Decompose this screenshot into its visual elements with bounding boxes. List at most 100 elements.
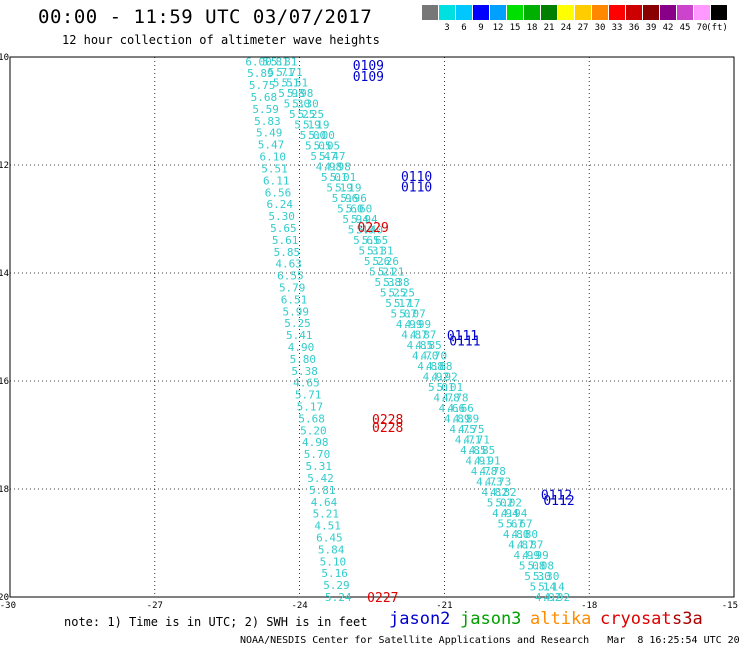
swh-value-left: 5.79 bbox=[279, 281, 306, 294]
lat-tick-label: -14 bbox=[0, 269, 9, 279]
swh-value-right: 4.75 bbox=[458, 423, 485, 436]
swh-value-right: 4.92 bbox=[535, 591, 562, 604]
swh-value-right: 5.96 bbox=[340, 192, 367, 205]
swh-value-left: 5.47 bbox=[258, 139, 285, 152]
swh-value-right: 5.01 bbox=[321, 171, 348, 184]
swh-value-right: 4.91 bbox=[465, 454, 492, 467]
swh-value-right: 4.82 bbox=[490, 486, 517, 499]
swh-value-right: 5.81 bbox=[271, 55, 298, 68]
swh-value-right: 5.26 bbox=[373, 255, 400, 268]
swh-value-right: 4.71 bbox=[463, 433, 490, 446]
swh-value-right: 4.66 bbox=[447, 402, 474, 415]
swh-value-right: 4.91 bbox=[474, 454, 501, 467]
scale-swatch bbox=[660, 5, 676, 20]
pass-label: 0109 bbox=[353, 70, 384, 85]
swh-value-left: 5.49 bbox=[256, 127, 283, 140]
swh-value-right: 5.19 bbox=[335, 181, 362, 194]
swh-value-right: 4.85 bbox=[407, 339, 434, 352]
lon-tick-label: -30 bbox=[0, 601, 16, 611]
swh-value-left: 4.65 bbox=[293, 377, 320, 390]
swh-value-right: 4.78 bbox=[479, 465, 506, 478]
swh-value-left: 5.83 bbox=[254, 115, 281, 128]
swh-value-right: 5.08 bbox=[519, 559, 546, 572]
swh-value-left: 5.70 bbox=[304, 448, 331, 461]
swh-value-right: 5.02 bbox=[487, 496, 514, 509]
swh-value-right: 4.87 bbox=[401, 328, 428, 341]
scale-label: 39 bbox=[645, 23, 657, 33]
scale-swatch bbox=[592, 5, 608, 20]
scale-label: 36 bbox=[628, 23, 640, 33]
swh-value-left: 6.56 bbox=[265, 186, 292, 199]
scale-label: 70 bbox=[696, 23, 708, 33]
swh-value-right: 4.94 bbox=[492, 507, 519, 520]
swh-value-right: 4.71 bbox=[455, 433, 482, 446]
lon-tick-label: -18 bbox=[581, 601, 597, 611]
legend-cryosat: cryosat bbox=[600, 609, 672, 629]
scale-swatch bbox=[609, 5, 625, 20]
scale-label: 3 bbox=[444, 23, 450, 33]
lat-tick-label: -10 bbox=[0, 53, 9, 63]
pass-label: 0227 bbox=[367, 591, 398, 606]
swh-value-right: 4.80 bbox=[503, 528, 530, 541]
swh-value-right: 5.65 bbox=[353, 234, 380, 247]
swh-value-right: 4.89 bbox=[444, 412, 471, 425]
swh-value-right: 5.65 bbox=[362, 234, 389, 247]
swh-value-left: 5.10 bbox=[320, 555, 347, 568]
swh-value-right: 4.99 bbox=[405, 318, 432, 331]
swh-value-left: 5.41 bbox=[286, 329, 313, 342]
pass-label: 0228 bbox=[372, 421, 403, 436]
swh-value-right: 5.08 bbox=[528, 559, 555, 572]
swh-value-left: 5.68 bbox=[251, 91, 278, 104]
scale-label: 42 bbox=[662, 23, 674, 33]
swh-value-right: 4.82 bbox=[481, 486, 508, 499]
scale-label: 15 bbox=[509, 23, 521, 33]
swh-value-right: 5.02 bbox=[495, 496, 522, 509]
swh-value-left: 5.29 bbox=[323, 579, 350, 592]
swh-value-right: 4.78 bbox=[442, 391, 469, 404]
pass-label: 0110 bbox=[401, 170, 432, 185]
swh-value-right: 5.05 bbox=[305, 139, 332, 152]
pass-label: 0112 bbox=[541, 488, 572, 503]
swh-value-right: 4.99 bbox=[522, 549, 549, 562]
map-title: 00:00 - 11:59 UTC 03/07/2017 bbox=[38, 6, 373, 28]
pass-label: 0228 bbox=[372, 413, 403, 428]
swh-value-right: 5.25 bbox=[298, 108, 325, 121]
swh-value-right: 4.87 bbox=[517, 538, 544, 551]
footer-credit: NOAA/NESDIS Center for Satellite Applica… bbox=[240, 635, 740, 646]
lon-tick-label: -27 bbox=[147, 601, 163, 611]
swh-value-right: 5.01 bbox=[437, 381, 464, 394]
swh-value-left: 5.31 bbox=[305, 460, 332, 473]
swh-value-right: 4.88 bbox=[417, 360, 444, 373]
swh-value-right: 5.81 bbox=[262, 55, 289, 68]
swh-value-right: 5.30 bbox=[533, 570, 560, 583]
swh-value-left: 5.17 bbox=[297, 401, 324, 414]
swh-value-left: 5.71 bbox=[295, 389, 322, 402]
swh-value-left: 5.85 bbox=[274, 246, 301, 259]
swh-value-right: 5.19 bbox=[326, 181, 353, 194]
swh-value-right: 5.30 bbox=[524, 570, 551, 583]
scale-swatch bbox=[694, 5, 710, 20]
swh-value-right: 5.40 bbox=[348, 223, 375, 236]
scale-label: 45 bbox=[679, 23, 691, 33]
swh-value-right: 5.19 bbox=[303, 118, 330, 131]
swh-value-right: 4.70 bbox=[412, 349, 439, 362]
pass-label: 0112 bbox=[543, 494, 574, 509]
swh-value-right: 5.00 bbox=[308, 129, 335, 142]
swh-value-left: 6.55 bbox=[277, 270, 304, 283]
swh-value-left: 5.21 bbox=[313, 508, 340, 521]
swh-value-right: 5.14 bbox=[530, 580, 557, 593]
swh-value-right: 5.60 bbox=[337, 202, 364, 215]
swh-value-right: 5.51 bbox=[273, 76, 300, 89]
swh-value-right: 5.67 bbox=[506, 517, 533, 530]
scale-swatch bbox=[677, 5, 693, 20]
scale-swatch bbox=[541, 5, 557, 20]
swh-value-right: 5.14 bbox=[538, 580, 565, 593]
swh-value-right: 5.38 bbox=[375, 276, 402, 289]
swh-value-right: 5.31 bbox=[367, 244, 394, 257]
swh-value-right: 4.80 bbox=[512, 528, 539, 541]
lat-tick-label: -20 bbox=[0, 593, 9, 603]
swh-value-left: 5.38 bbox=[291, 365, 318, 378]
swh-value-right: 5.96 bbox=[332, 192, 359, 205]
scale-label: 18 bbox=[526, 23, 538, 33]
